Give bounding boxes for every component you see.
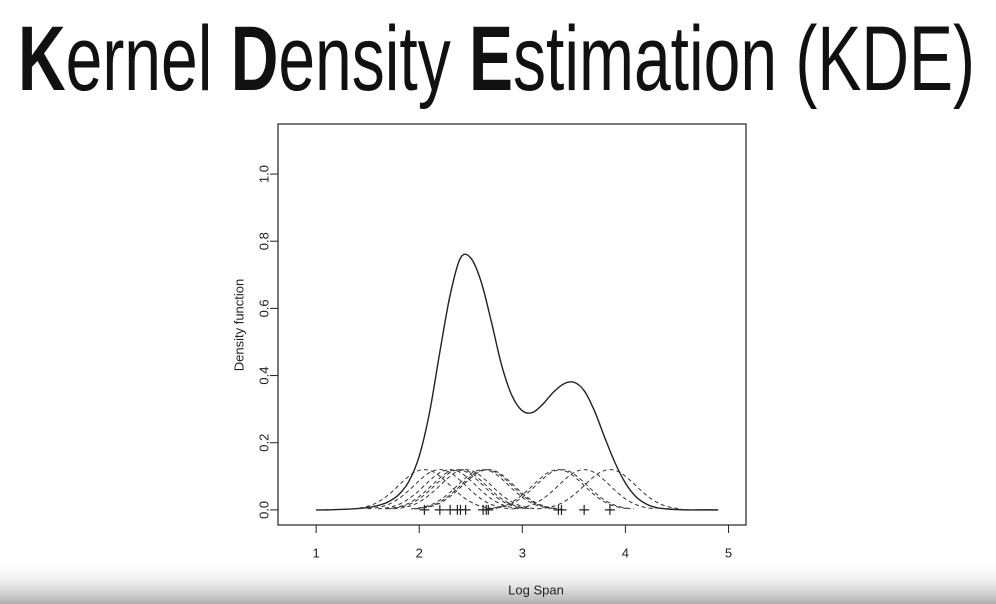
kernel-curve xyxy=(410,469,556,510)
rug-mark xyxy=(556,504,567,515)
kernel-curve xyxy=(511,469,657,510)
rug-mark xyxy=(579,504,590,515)
x-tick-label: 1 xyxy=(313,545,320,560)
y-tick-label: 0.4 xyxy=(256,367,271,385)
title-initial: D xyxy=(231,8,279,110)
title-space xyxy=(451,8,469,110)
density-curve xyxy=(316,253,719,511)
x-axis-label: Log Span xyxy=(508,582,564,597)
slide-title: Kernel Density Estimation (KDE) xyxy=(18,8,975,110)
title-word: stimation xyxy=(513,8,777,110)
title-word: (KDE) xyxy=(795,8,975,110)
rug-mark xyxy=(604,504,615,515)
kernel-curve xyxy=(416,469,561,510)
y-tick-label: 0.0 xyxy=(256,501,271,519)
kernel-curve xyxy=(377,469,523,510)
title-space xyxy=(212,8,230,110)
y-tick-label: 0.8 xyxy=(256,232,271,250)
bottom-shade xyxy=(0,560,996,604)
title-initial: E xyxy=(469,8,513,110)
kernel-curve xyxy=(537,469,683,510)
x-tick-label: 4 xyxy=(622,545,629,560)
y-axis-label: Density function xyxy=(231,279,246,372)
kernel-curve xyxy=(385,469,530,510)
rug-mark xyxy=(434,504,445,515)
rug-mark xyxy=(483,504,494,515)
x-tick-label: 3 xyxy=(519,545,526,560)
kernel-curve xyxy=(489,469,634,510)
x-tick-label: 2 xyxy=(416,545,423,560)
kernel-curve xyxy=(352,469,497,510)
kernel-curve xyxy=(486,469,631,510)
title-word: ensity xyxy=(278,8,450,110)
kernel-curve xyxy=(393,469,538,510)
rug-mark xyxy=(460,504,471,515)
title-space xyxy=(777,8,795,110)
rug-mark xyxy=(419,504,430,515)
kernel-curve xyxy=(388,469,533,510)
title-initial: K xyxy=(18,8,66,110)
y-tick-label: 0.2 xyxy=(256,434,271,452)
title-word: ernel xyxy=(66,8,213,110)
y-tick-label: 1.0 xyxy=(256,165,271,183)
kernel-curve xyxy=(414,469,559,510)
kernel-curve xyxy=(367,469,513,510)
x-tick-label: 5 xyxy=(725,545,732,560)
y-tick-label: 0.6 xyxy=(256,299,271,317)
